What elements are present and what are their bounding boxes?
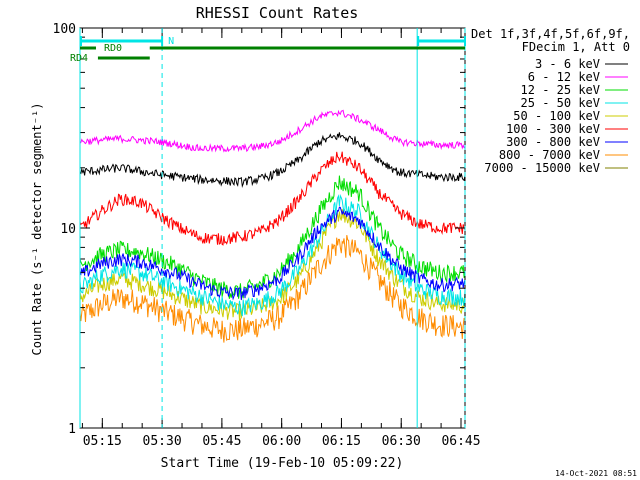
legend-header-line-2: FDecim 1, Att 0 — [522, 40, 630, 54]
legend-label-7: 800 - 7000 keV — [499, 148, 600, 162]
x-tick-label: 05:15 — [83, 434, 122, 449]
attenuator-label: N — [168, 36, 174, 47]
legend-label-0: 3 - 6 keV — [535, 57, 600, 71]
legend-label-4: 50 - 100 keV — [513, 109, 600, 123]
rd4-label: RD4 — [70, 53, 88, 64]
x-tick-label: 06:45 — [441, 434, 480, 449]
plot-frame — [79, 27, 466, 429]
legend: Det 1f,3f,4f,5f,6f,9f,FDecim 1, Att 0 3 -… — [471, 27, 630, 175]
series-line-6 — [79, 206, 466, 301]
legend-header-line-1: Det 1f,3f,4f,5f,6f,9f, — [471, 27, 630, 41]
series-line-3 — [79, 193, 466, 317]
x-tick-label: 06:00 — [262, 434, 301, 449]
legend-label-5: 100 - 300 keV — [506, 122, 600, 136]
footer-date: 14-Oct-2021 08:51 — [555, 469, 637, 478]
legend-label-6: 300 - 800 keV — [506, 135, 600, 149]
series-line-5 — [79, 151, 466, 246]
legend-label-2: 12 - 25 keV — [521, 83, 600, 97]
series-line-7 — [79, 235, 466, 343]
y-tick-label: 1 — [68, 422, 76, 437]
plot-area: 1 10 100 05:15 05:30 05:45 06:00 06:15 06:30 06:4… — [53, 22, 481, 449]
x-tick-label: 06:15 — [322, 434, 361, 449]
x-axis-label: Start Time (19-Feb-10 05:09:22) — [161, 456, 404, 471]
series-line-0 — [79, 132, 466, 188]
series-line-1 — [79, 109, 465, 153]
legend-label-8: 7000 - 15000 keV — [484, 161, 600, 175]
legend-label-1: 6 - 12 keV — [528, 70, 600, 84]
y-tick-label: 10 — [60, 222, 76, 237]
y-axis-label: Count Rate (s⁻¹ detector segment⁻¹) — [30, 103, 44, 356]
legend-label-3: 25 - 50 keV — [521, 96, 600, 110]
x-tick-label: 05:30 — [143, 434, 182, 449]
rd0-label: RD0 — [104, 43, 122, 54]
x-tick-label: 06:30 — [382, 434, 421, 449]
x-tick-label: 05:45 — [202, 434, 241, 449]
chart-title: RHESSI Count Rates — [196, 4, 359, 22]
y-tick-label: 100 — [53, 22, 76, 37]
series-line-4 — [79, 208, 466, 321]
